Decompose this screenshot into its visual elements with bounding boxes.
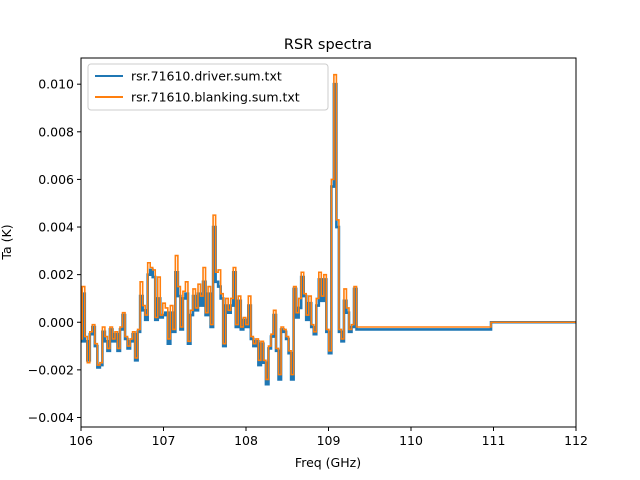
x-tick-label: 109: [317, 433, 341, 448]
legend-label-driver: rsr.71610.driver.sum.txt: [131, 69, 282, 84]
legend: rsr.71610.driver.sum.txt rsr.71610.blank…: [87, 63, 329, 111]
y-tick-label: 0.008: [38, 124, 74, 139]
x-axis-label: Freq (GHz): [295, 455, 361, 470]
y-tick-label: 0.006: [38, 172, 74, 187]
y-tick-label: 0.002: [38, 267, 74, 282]
y-tick-label: 0.000: [38, 315, 74, 330]
x-tick-label: 112: [564, 433, 588, 448]
x-tick-label: 107: [152, 433, 176, 448]
x-tick-label: 108: [234, 433, 258, 448]
legend-box: [87, 63, 329, 111]
series-line-1: [81, 73, 576, 381]
y-tick-label: 0.004: [38, 220, 74, 235]
y-tick-label: 0.010: [38, 77, 74, 92]
legend-label-blanking: rsr.71610.blanking.sum.txt: [131, 90, 300, 105]
x-tick-label: 106: [69, 433, 93, 448]
y-axis: −0.004 −0.002 0.000 0.002 0.004 0.006 0.008 0.0…: [28, 77, 81, 425]
x-tick-label: 110: [399, 433, 423, 448]
x-tick-label: 111: [482, 433, 506, 448]
y-tick-label: −0.004: [28, 410, 74, 425]
y-tick-label: −0.002: [28, 362, 74, 377]
series-layer: [81, 73, 576, 386]
x-axis: 106 107 108 109 110 111 112: [69, 427, 588, 448]
chart-title: RSR spectra: [284, 37, 372, 53]
y-axis-label: Ta (K): [0, 224, 14, 260]
